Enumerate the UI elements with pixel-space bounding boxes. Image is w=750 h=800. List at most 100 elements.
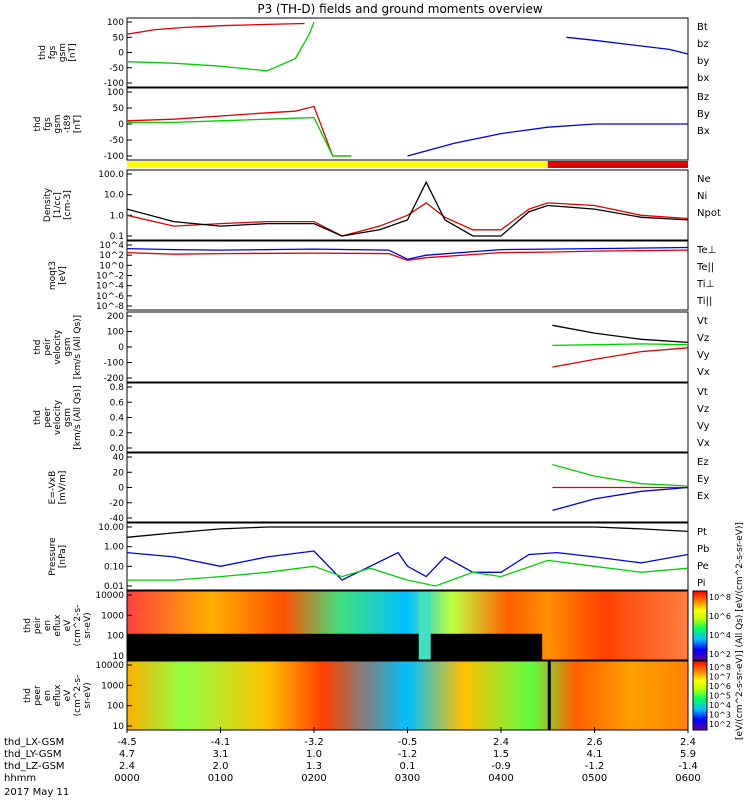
y-tick-label: 100 bbox=[107, 702, 124, 712]
y-axis-label-line: sr-eV) bbox=[83, 682, 93, 708]
x-row-value: -0.9 bbox=[491, 761, 511, 772]
mode-bar-red bbox=[547, 161, 688, 168]
y-tick-label: 10^2 bbox=[99, 251, 124, 261]
legend-entry-Vy: Vy bbox=[697, 350, 710, 361]
y-tick-label: -100 bbox=[104, 79, 125, 89]
y-tick-label: 0.1 bbox=[110, 232, 124, 242]
y-tick-label: 1.0 bbox=[110, 211, 125, 221]
y-axis-label-line: [km/s (All Qs)] bbox=[73, 315, 83, 379]
ion-spectrogram-stripe bbox=[418, 591, 431, 660]
legend-entry-Ey: Ey bbox=[697, 474, 709, 485]
x-row-label: thd_LZ-GSM bbox=[4, 761, 65, 772]
x-row-value: 2.4 bbox=[119, 761, 135, 772]
colorbar-tick-label: 10^6 bbox=[709, 682, 731, 691]
y-axis-label-line: (cm^2-s- bbox=[73, 605, 83, 647]
y-tick-label: 100.0 bbox=[98, 170, 124, 180]
colorbar-tick-label: 10^5 bbox=[709, 692, 731, 701]
y-tick-label: 10^-2 bbox=[96, 272, 124, 282]
panel-frame bbox=[126, 522, 689, 591]
series-line-Bx bbox=[407, 123, 688, 157]
series-line-bz bbox=[126, 22, 305, 35]
y-axis-label-line: [nPa] bbox=[58, 545, 68, 568]
y-tick-label: -20 bbox=[109, 499, 124, 509]
legend-entry-Ti⊥: Ti⊥ bbox=[696, 279, 714, 290]
legend-entry-Te||: Te|| bbox=[696, 262, 714, 273]
colorbar bbox=[692, 590, 708, 661]
x-row-value: 0300 bbox=[395, 773, 420, 784]
series-line-By bbox=[127, 116, 352, 157]
y-tick-label: 10 bbox=[113, 652, 125, 662]
y-axis-label-line: moqt3 bbox=[48, 261, 58, 290]
y-axis-label-line: gsm bbox=[63, 337, 73, 356]
y-axis-label-line: gsm bbox=[53, 114, 63, 133]
x-row-value: -1.2 bbox=[398, 749, 418, 760]
y-axis-label-line: thd bbox=[23, 688, 33, 703]
colorbar-tick-label: 10^3 bbox=[709, 711, 731, 720]
x-row-value: 0.1 bbox=[400, 761, 416, 772]
legend-entry-Pt: Pt bbox=[697, 527, 707, 538]
y-axis-label-line: -t89 bbox=[63, 115, 73, 134]
y-tick-label: -100 bbox=[104, 152, 125, 162]
legend-entry-Bx: Bx bbox=[697, 126, 710, 137]
x-row-value: 0100 bbox=[208, 773, 233, 784]
y-tick-label: 0.0 bbox=[110, 444, 125, 454]
colorbar-tick-label: 10^4 bbox=[709, 631, 731, 640]
colorbar-tick-label: 10^2 bbox=[709, 650, 731, 659]
series-line-Ne bbox=[126, 202, 689, 237]
y-axis-label-line: [eV] bbox=[58, 266, 68, 285]
colorbar-tick-label: 10^6 bbox=[709, 612, 731, 621]
y-axis-label-line: thd bbox=[33, 410, 43, 425]
y-axis-label-line: eV bbox=[63, 619, 73, 632]
series-line-Ti⊥ bbox=[126, 246, 689, 260]
y-axis-label-line: gsm bbox=[58, 43, 68, 62]
series-line-Bz bbox=[126, 105, 352, 157]
y-tick-label: 0.4 bbox=[110, 414, 125, 424]
y-axis-label-line: thd bbox=[33, 340, 43, 355]
electron-spectrogram-fill bbox=[127, 661, 688, 730]
y-tick-label: 100 bbox=[107, 18, 124, 28]
y-axis-label-line: eV bbox=[63, 689, 73, 702]
y-tick-label: 0 bbox=[118, 484, 124, 494]
y-tick-label: 100 bbox=[107, 88, 124, 98]
panel-frame bbox=[126, 382, 689, 453]
y-tick-label: 0.2 bbox=[110, 429, 124, 439]
y-tick-label: 0 bbox=[118, 49, 124, 59]
y-axis-label: thdpeirvelocitygsm[km/s (All Qs)] bbox=[33, 315, 83, 379]
y-tick-label: 0.01 bbox=[104, 582, 124, 592]
legend-entry-Pi: Pi bbox=[697, 578, 706, 589]
x-row-value: 4.1 bbox=[587, 749, 603, 760]
x-row-value: 0400 bbox=[488, 773, 513, 784]
y-axis-label-line: [nT] bbox=[68, 43, 78, 61]
y-tick-label: 100 bbox=[107, 632, 124, 642]
y-tick-label: -50 bbox=[109, 136, 124, 146]
y-axis-label-line: fgs bbox=[43, 117, 53, 131]
y-tick-label: 10^0 bbox=[99, 261, 124, 271]
colorbar-tick-label: 10^2 bbox=[709, 720, 731, 729]
legend-entry-Ni: Ni bbox=[697, 191, 707, 202]
x-row-value: 3.1 bbox=[213, 749, 229, 760]
legend-entry-Bt: Bt bbox=[697, 22, 708, 33]
series-line-Vy bbox=[552, 343, 689, 347]
y-axis-label: thdpeervelocitygsm[km/s (All Qs)] bbox=[33, 385, 83, 449]
y-tick-label: 1.00 bbox=[104, 543, 124, 553]
legend-entry-Vt: Vt bbox=[697, 387, 708, 398]
y-axis-label: Density[1/cc][cm-3] bbox=[43, 187, 73, 222]
electron-spectrogram-gap bbox=[547, 661, 551, 730]
legend-entry-Npot: Npot bbox=[697, 208, 721, 219]
y-axis-label-line: [cm-3] bbox=[63, 190, 73, 220]
legend-entry-Vx: Vx bbox=[697, 367, 710, 378]
y-tick-label: 0.6 bbox=[110, 398, 125, 408]
legend-entry-Ex: Ex bbox=[697, 491, 709, 502]
y-axis-label-line: thd bbox=[38, 45, 48, 60]
y-axis-label-line: (cm^2-s- bbox=[73, 675, 83, 717]
series-line-by bbox=[126, 21, 315, 72]
y-tick-label: 50 bbox=[113, 104, 125, 114]
y-axis-label-line: en bbox=[43, 690, 53, 701]
y-axis-label-line: velocity bbox=[53, 329, 63, 365]
x-row-value: 1.3 bbox=[306, 761, 322, 772]
legend-entry-Vt: Vt bbox=[697, 316, 708, 327]
legend-entry-Vz: Vz bbox=[697, 333, 709, 344]
y-tick-label: 10^-4 bbox=[96, 282, 124, 292]
series-line-Te⊥ bbox=[126, 249, 689, 261]
